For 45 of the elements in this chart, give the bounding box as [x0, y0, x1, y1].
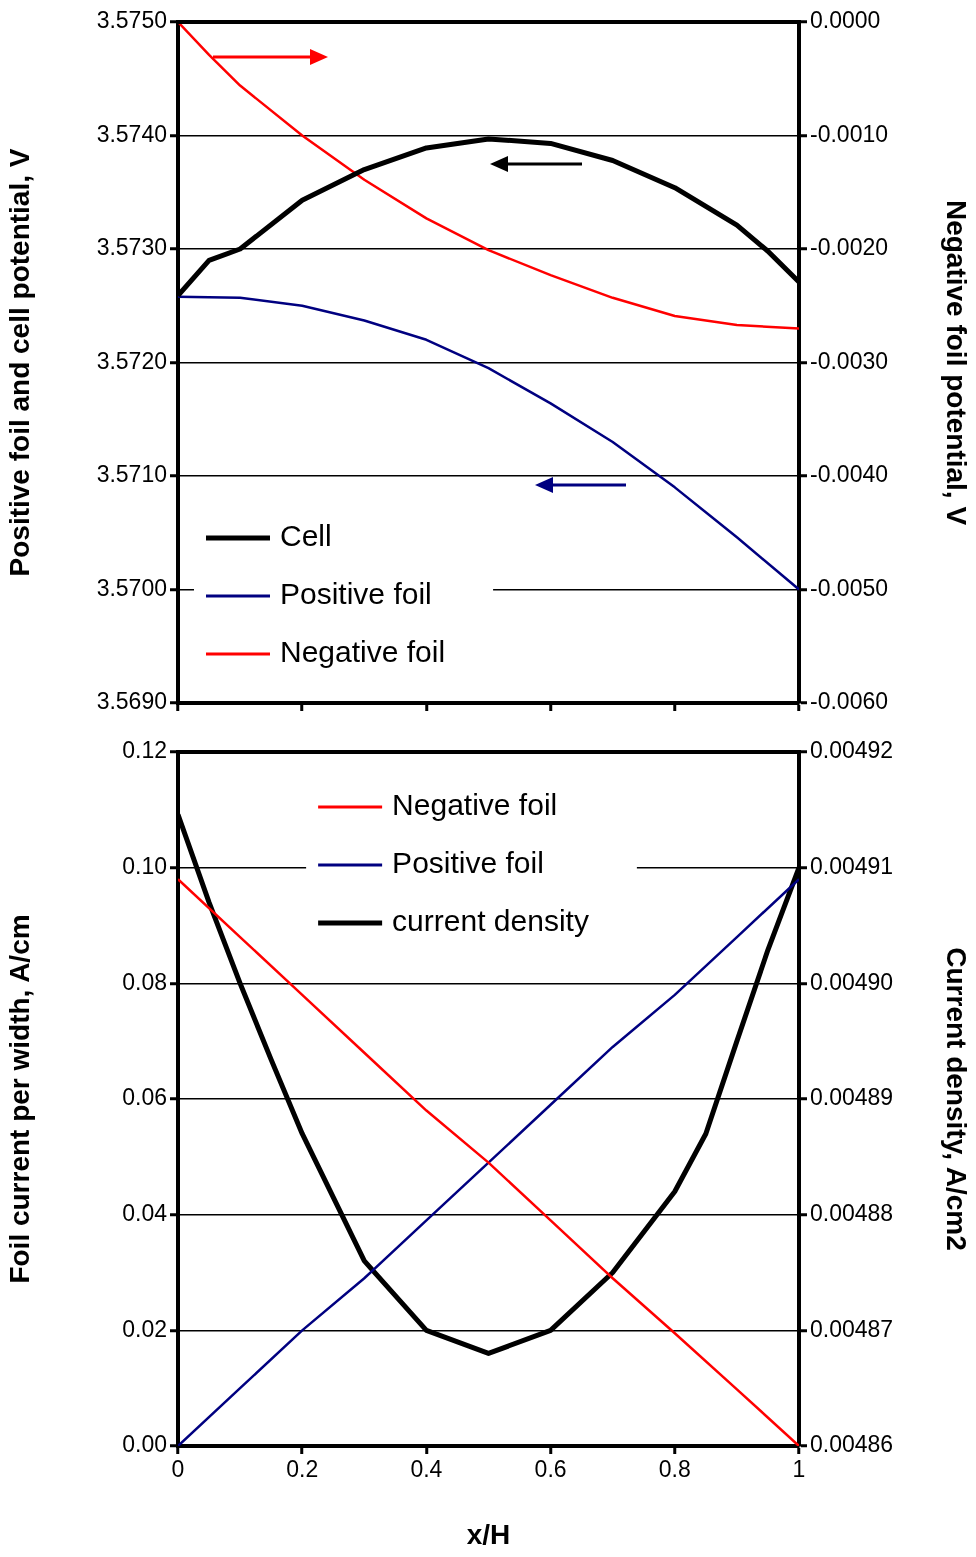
- y-tick-label: 3.5740: [96, 120, 167, 147]
- y-tick-label: 3.5750: [96, 7, 167, 34]
- y2-tick-label: 0.00487: [810, 1315, 894, 1342]
- y2-tick-label: 0.00490: [810, 968, 894, 995]
- y-tick-label: 3.5710: [96, 461, 167, 488]
- y-tick-label: 0.00: [122, 1431, 167, 1458]
- x-tick-label: 0.4: [410, 1456, 443, 1483]
- x-axis-title: x/H: [466, 1518, 511, 1550]
- y-tick-label: 0.12: [122, 737, 167, 764]
- y2-tick-label: 0.00492: [810, 737, 894, 764]
- y2-tick-label: 0.00491: [810, 853, 894, 880]
- y-tick-label: 3.5690: [96, 688, 167, 715]
- y2-axis-title: Negative foil potential, V: [941, 199, 973, 526]
- y-tick-label: 3.5700: [96, 574, 167, 601]
- x-tick-label: 0: [171, 1456, 185, 1483]
- y2-tick-label: 0.00486: [810, 1431, 894, 1458]
- y-tick-label: 0.06: [122, 1084, 167, 1111]
- y-tick-label: 3.5730: [96, 234, 167, 261]
- y-axis-title: Foil current per width, A/cm: [3, 914, 35, 1284]
- legend-label: Negative foil: [280, 635, 446, 669]
- y-tick-label: 0.04: [122, 1200, 168, 1227]
- y2-tick-label: -0.0050: [810, 574, 889, 601]
- y-axis-title: Positive foil and cell potential, V: [3, 148, 35, 577]
- legend-label: Cell: [280, 519, 332, 553]
- y2-tick-label: -0.0030: [810, 347, 889, 374]
- legend-label: Positive foil: [392, 846, 544, 880]
- x-tick-label: 0.6: [534, 1456, 567, 1483]
- y-tick-label: 0.08: [122, 968, 167, 995]
- legend-label: Positive foil: [280, 577, 432, 611]
- y2-tick-label: -0.0060: [810, 688, 889, 715]
- x-tick-label: 1: [792, 1456, 806, 1483]
- y2-tick-label: -0.0020: [810, 234, 889, 261]
- y-tick-label: 0.10: [122, 853, 167, 880]
- y2-tick-label: -0.0040: [810, 461, 889, 488]
- x-tick-label: 0.2: [286, 1456, 319, 1483]
- x-tick-label: 0.8: [658, 1456, 691, 1483]
- y2-axis-title: Current density, A/cm2: [941, 947, 973, 1251]
- y2-tick-label: 0.00488: [810, 1200, 894, 1227]
- y-tick-label: 3.5720: [96, 347, 167, 374]
- legend-label: current density: [392, 904, 589, 938]
- y-tick-label: 0.02: [122, 1315, 167, 1342]
- y2-tick-label: 0.00489: [810, 1084, 894, 1111]
- y2-tick-label: -0.0010: [810, 120, 889, 147]
- legend-label: Negative foil: [392, 788, 558, 822]
- y2-tick-label: 0.0000: [810, 7, 881, 34]
